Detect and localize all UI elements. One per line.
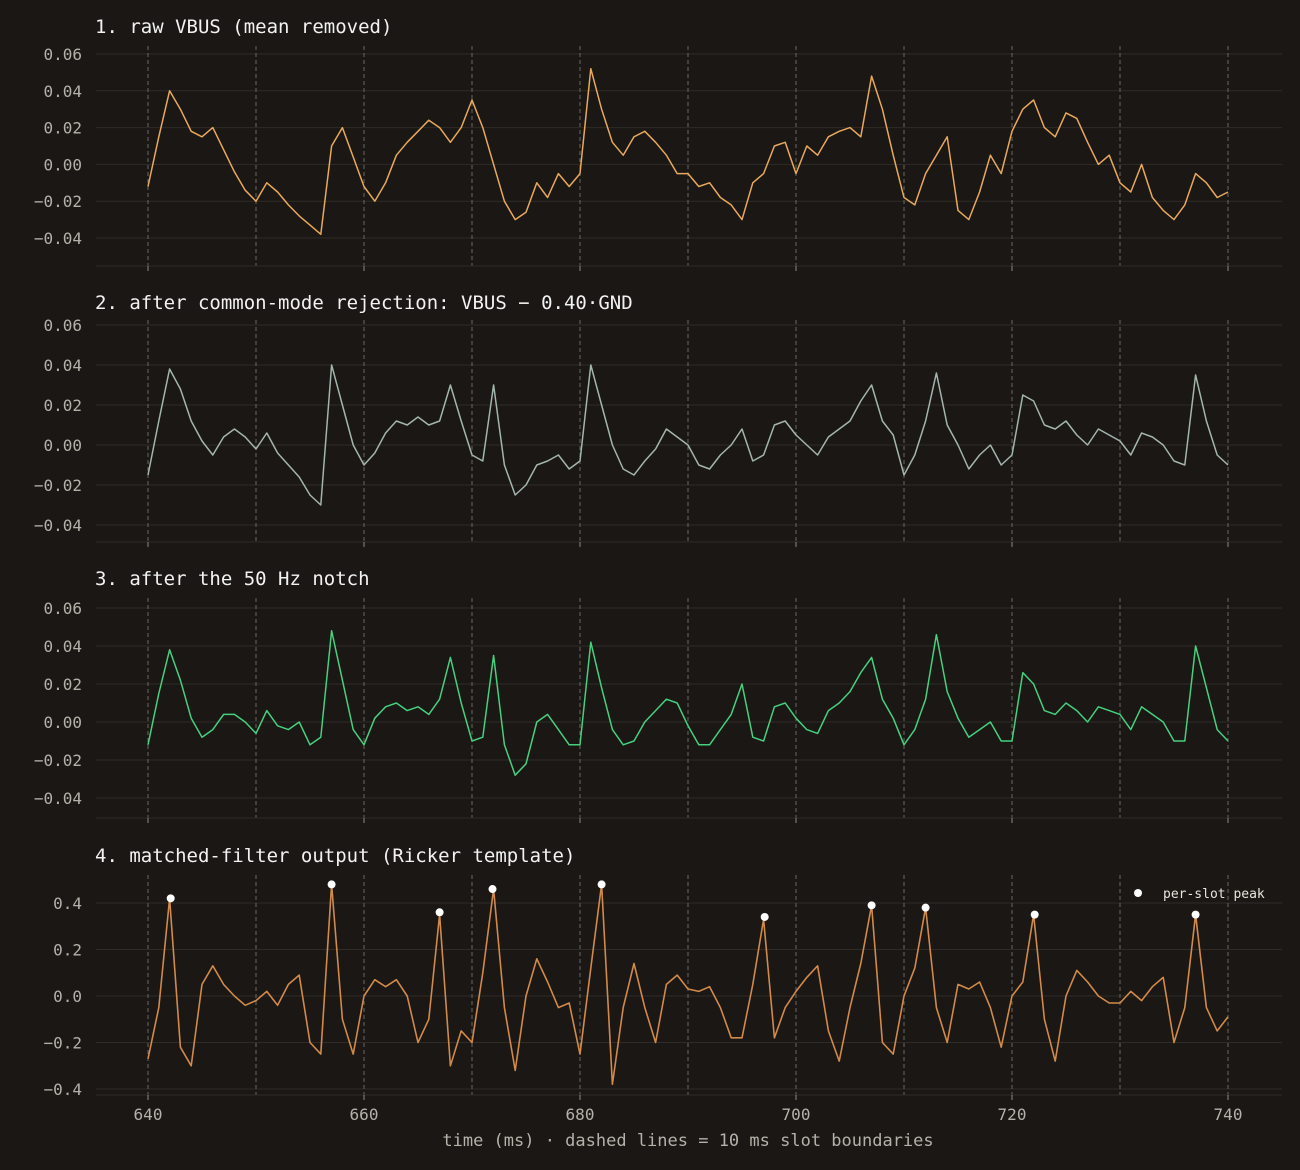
ytick-label: 0.00: [43, 155, 82, 174]
xtick-label: 720: [998, 1105, 1027, 1124]
ytick-label: 0.02: [43, 675, 82, 694]
panel-title: 4. matched-filter output (Ricker templat…: [95, 845, 575, 867]
ytick-label: 0.4: [53, 894, 82, 913]
peak-marker: [1191, 910, 1200, 919]
peak-marker: [435, 908, 444, 917]
ytick-label: −0.02: [34, 192, 82, 211]
ytick-label: 0.06: [43, 316, 82, 335]
peak-marker: [166, 894, 175, 903]
ytick-label: 0.06: [43, 45, 82, 64]
ytick-label: 0.04: [43, 82, 82, 101]
peak-marker: [597, 880, 606, 889]
series-line: [147, 364, 1229, 506]
xtick-label: 700: [782, 1105, 811, 1124]
panel-title: 3. after the 50 Hz notch: [95, 568, 370, 590]
peak-marker: [488, 885, 497, 894]
ytick-label: −0.02: [34, 751, 82, 770]
ytick-label: 0.2: [53, 941, 82, 960]
ytick-label: 0.02: [43, 396, 82, 415]
panel-title: 1. raw VBUS (mean removed): [95, 16, 392, 38]
ytick-label: −0.02: [34, 476, 82, 495]
xtick-label: 740: [1214, 1105, 1243, 1124]
xtick-label: 640: [134, 1105, 163, 1124]
ytick-label: 0.00: [43, 713, 82, 732]
series-line: [147, 883, 1229, 1086]
ytick-label: 0.04: [43, 637, 82, 656]
series-line: [147, 630, 1229, 776]
series-line: [147, 67, 1229, 236]
ytick-label: −0.04: [34, 789, 82, 808]
peak-marker: [1030, 910, 1039, 919]
legend-marker: [1134, 889, 1142, 897]
ytick-label: −0.2: [43, 1034, 82, 1053]
xtick-label: 660: [350, 1105, 379, 1124]
ytick-label: 0.02: [43, 119, 82, 138]
ytick-label: −0.04: [34, 516, 82, 535]
ytick-label: −0.4: [43, 1080, 82, 1099]
ytick-label: −0.04: [34, 229, 82, 248]
x-axis-label: time (ms) · dashed lines = 10 ms slot bo…: [442, 1131, 933, 1151]
ytick-label: 0.0: [53, 987, 82, 1006]
panel-1: 0.06 0.04 0.02 0.00 −0.02 −0.04 1. raw VBUS (m…: [34, 16, 1282, 271]
panel-3: 0.06 0.04 0.02 0.00 −0.02 −0.04 3. after the 5…: [34, 568, 1282, 823]
peak-marker: [921, 903, 930, 912]
panel-4: 0.4 0.2 0.0 −0.2 −0.4 4. matched-filter outpu…: [43, 845, 1282, 1151]
panel-2: 0.06 0.04 0.02 0.00 −0.02 −0.04 2. after commo…: [34, 292, 1282, 547]
peak-marker: [760, 912, 769, 921]
peak-marker: [867, 901, 876, 910]
legend-label: per-slot peak: [1163, 887, 1265, 902]
ytick-label: 0.06: [43, 599, 82, 618]
panel-title: 2. after common-mode rejection: VBUS − 0…: [95, 292, 633, 314]
ytick-label: 0.00: [43, 436, 82, 455]
xtick-label: 680: [566, 1105, 595, 1124]
ytick-label: 0.04: [43, 356, 82, 375]
peak-marker: [327, 880, 336, 889]
